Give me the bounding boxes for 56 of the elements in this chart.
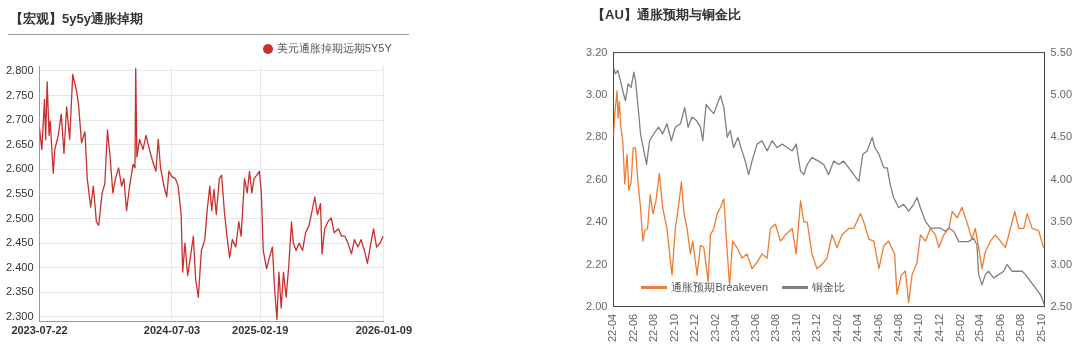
y-tick-label: 2.550 bbox=[6, 186, 34, 199]
x-tick-label: 25-04 bbox=[973, 313, 986, 343]
x-tick-label: 24-04 bbox=[851, 313, 864, 343]
y-tick-label: 2.700 bbox=[6, 113, 34, 126]
y-tick-label: 2.300 bbox=[6, 309, 34, 322]
y-tick-label: 2.350 bbox=[6, 285, 34, 298]
y2-tick-label: 2.50 bbox=[1050, 299, 1073, 312]
legend-label: 通胀预期Breakeven bbox=[671, 279, 768, 295]
x-tick-label: 23-06 bbox=[749, 313, 762, 343]
legend-label: 铜金比 bbox=[812, 279, 845, 295]
x-tick-label: 23-12 bbox=[810, 313, 823, 343]
x-tick-label: 2024-07-03 bbox=[143, 324, 201, 337]
y2-tick-label: 3.50 bbox=[1050, 215, 1073, 228]
y2-tick-label: 4.00 bbox=[1050, 172, 1073, 185]
x-tick-label: 2023-07-22 bbox=[11, 324, 68, 337]
x-tick-label: 23-10 bbox=[789, 313, 802, 343]
x-tick-label: 24-08 bbox=[892, 313, 904, 343]
x-tick-label: 24-10 bbox=[912, 313, 925, 343]
y-tick-label: 2.750 bbox=[6, 88, 34, 101]
x-tick-label: 23-04 bbox=[728, 313, 741, 343]
x-tick-label: 24-12 bbox=[932, 313, 945, 343]
y2-tick-label: 5.00 bbox=[1050, 88, 1073, 101]
y2-tick-label: 5.50 bbox=[1050, 45, 1073, 58]
y-tick-label: 2.800 bbox=[6, 63, 34, 76]
x-tick-label: 25-08 bbox=[1014, 313, 1027, 343]
x-tick-label: 23-02 bbox=[708, 313, 721, 343]
y-tick-label: 3.00 bbox=[585, 88, 608, 101]
x-tick-label: 25-06 bbox=[993, 313, 1006, 343]
x-tick-label: 22-10 bbox=[667, 313, 680, 343]
y-tick-label: 2.600 bbox=[6, 162, 34, 175]
x-tick-label: 24-02 bbox=[831, 313, 844, 343]
y-tick-label: 2.40 bbox=[585, 215, 608, 228]
chart-title: 【宏观】5y5y通胀掉期 bbox=[8, 10, 409, 35]
y-tick-label: 2.20 bbox=[585, 257, 608, 270]
y2-tick-label: 4.50 bbox=[1050, 130, 1073, 143]
x-tick-label: 2026-01-09 bbox=[355, 324, 413, 337]
y-tick-label: 2.500 bbox=[6, 211, 34, 224]
x-tick-label: 22-06 bbox=[626, 313, 639, 343]
y-tick-label: 2.80 bbox=[585, 130, 608, 143]
x-tick-label: 24-06 bbox=[871, 313, 884, 343]
y-tick-label: 2.450 bbox=[6, 236, 34, 249]
legend-label: 美元通胀掉期远期5Y5Y bbox=[276, 41, 392, 56]
x-tick-label: 23-08 bbox=[769, 313, 782, 343]
x-tick-label: 25-02 bbox=[953, 313, 966, 343]
chart-title: 【AU】通胀预期与铜金比 bbox=[592, 6, 741, 24]
y-tick-label: 2.00 bbox=[585, 299, 608, 312]
y-tick-label: 2.650 bbox=[6, 137, 34, 150]
x-tick-label: 22-12 bbox=[688, 313, 701, 343]
y2-tick-label: 3.00 bbox=[1050, 257, 1073, 270]
y-tick-label: 2.400 bbox=[6, 260, 34, 273]
x-tick-label: 25-10 bbox=[1034, 313, 1047, 343]
y-tick-label: 2.60 bbox=[585, 172, 608, 185]
x-tick-label: 22-08 bbox=[647, 313, 660, 343]
x-tick-label: 22-04 bbox=[606, 313, 619, 343]
x-tick-label: 2025-02-19 bbox=[232, 324, 289, 337]
y-tick-label: 3.20 bbox=[585, 45, 608, 58]
